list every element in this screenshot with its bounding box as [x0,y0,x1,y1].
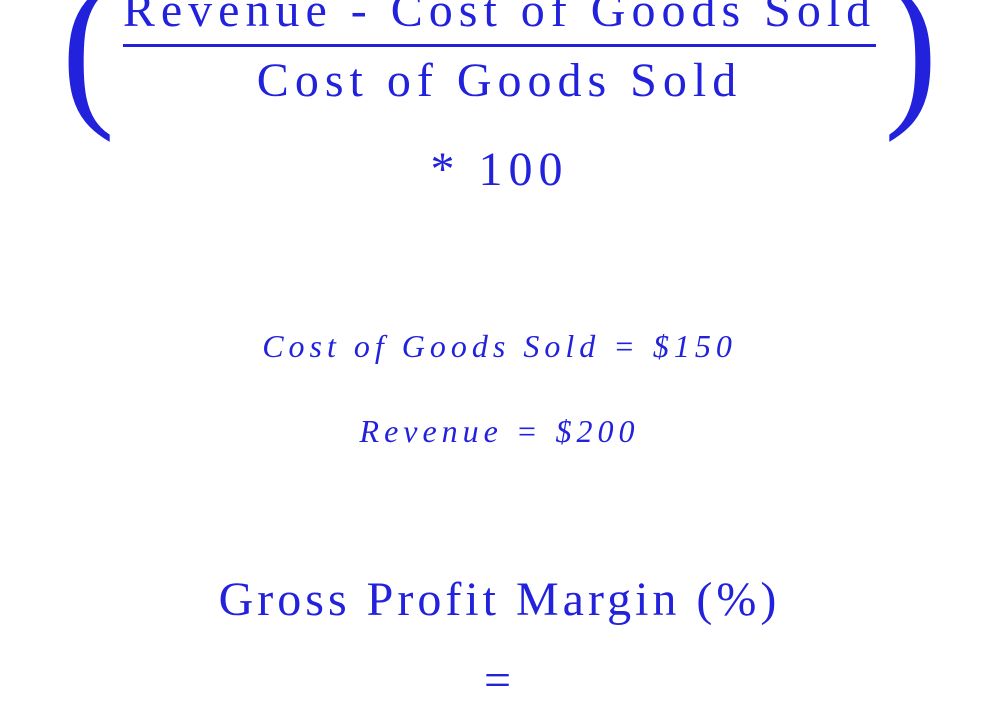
fraction-divider [123,44,876,47]
result-block: Gross Profit Margin (%) = [0,572,999,708]
close-paren: ) [884,0,937,133]
numerator-text: Revenue - Cost of Goods Sold [123,0,876,40]
open-paren: ( [62,0,115,133]
equals-sign: = [0,653,999,708]
values-block: Cost of Goods Sold = $150 Revenue = $200 [0,328,999,498]
formula-fraction-block: ( Revenue - Cost of Goods Sold Cost of G… [0,0,999,125]
cogs-value: Cost of Goods Sold = $150 [0,328,999,365]
result-title: Gross Profit Margin (%) [0,572,999,627]
fraction: Revenue - Cost of Goods Sold Cost of Goo… [123,0,876,108]
revenue-value: Revenue = $200 [0,413,999,450]
denominator-text: Cost of Goods Sold [257,51,742,108]
multiplier-text: * 100 [0,142,999,197]
